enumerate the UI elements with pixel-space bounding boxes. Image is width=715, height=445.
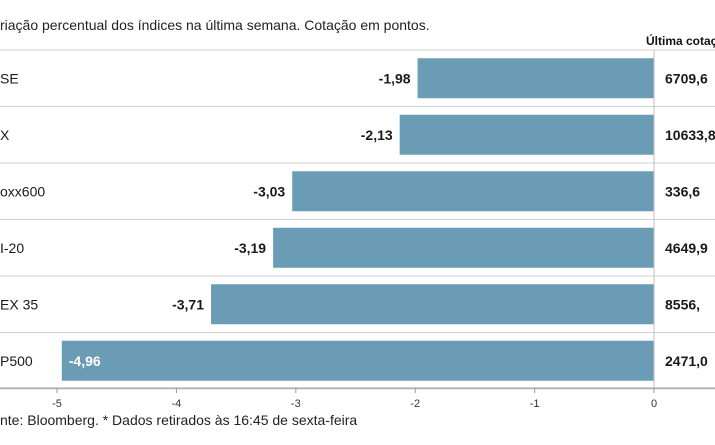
x-tick-label-3: -2 — [410, 398, 420, 410]
category-label-4: EX 35 — [0, 296, 38, 312]
value-label-1: -2,13 — [361, 127, 393, 143]
x-tick-label-4: -1 — [530, 398, 540, 410]
bar-3 — [273, 227, 654, 268]
x-tick-label-2: -3 — [291, 398, 301, 410]
bar-5 — [61, 340, 654, 381]
bar-2 — [292, 171, 654, 212]
value-label-3: -3,19 — [234, 240, 266, 256]
last-quote-1: 10633,8 — [665, 127, 715, 143]
bar-4 — [211, 284, 654, 325]
x-tick-label-5: 0 — [651, 398, 657, 410]
last-quote-4: 8556, — [665, 296, 700, 312]
value-label-5: -4,96 — [69, 353, 101, 369]
bar-0 — [417, 58, 654, 99]
category-label-1: X — [0, 127, 10, 143]
value-label-2: -3,03 — [253, 183, 285, 199]
value-label-0: -1,98 — [379, 70, 411, 86]
last-quote-0: 6709,6 — [665, 70, 708, 86]
bar-1 — [399, 114, 654, 155]
chart-subtitle: riação percentual dos índices na última … — [0, 17, 430, 33]
category-label-2: oxx600 — [0, 183, 45, 199]
category-label-0: SE — [0, 70, 19, 86]
last-quote-3: 4649,9 — [665, 240, 708, 256]
source-footnote: nte: Bloomberg. * Dados retirados às 16:… — [0, 412, 358, 428]
x-tick-label-0: -5 — [52, 398, 62, 410]
category-label-3: I-20 — [0, 240, 24, 256]
value-label-4: -3,71 — [172, 296, 204, 312]
last-quote-5: 2471,0 — [665, 353, 708, 369]
category-label-5: P500 — [0, 353, 33, 369]
last-quote-header: Última cotaç — [646, 34, 715, 48]
last-quote-2: 336,6 — [665, 183, 700, 199]
x-tick-label-1: -4 — [172, 398, 182, 410]
